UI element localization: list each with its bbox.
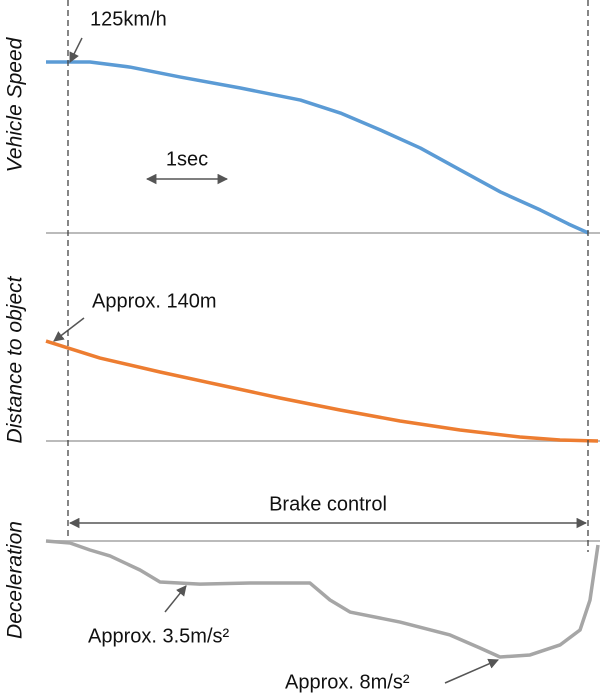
annotation-arrow [444,658,499,684]
annotation-arrow [69,37,83,63]
annotation-text: Approx. 140m [92,290,217,312]
y-axis-label: Vehicle Speed [4,36,27,172]
data-line [46,60,590,235]
annotation-text: 125km/h [90,8,167,30]
annotation-arrow [164,585,187,613]
y-axis-label: Distance to object [4,275,27,443]
annotation-text: Approx. 3.5m/s² [88,625,230,647]
time-scale-label: 1sec [166,148,208,170]
data-line [45,539,600,659]
y-axis-label: Deceleration [4,521,27,639]
annotation-arrow [53,317,85,342]
data-line [45,339,599,443]
annotation-text: Approx. 8m/s² [285,671,410,693]
brake-label: Brake control [269,493,387,515]
